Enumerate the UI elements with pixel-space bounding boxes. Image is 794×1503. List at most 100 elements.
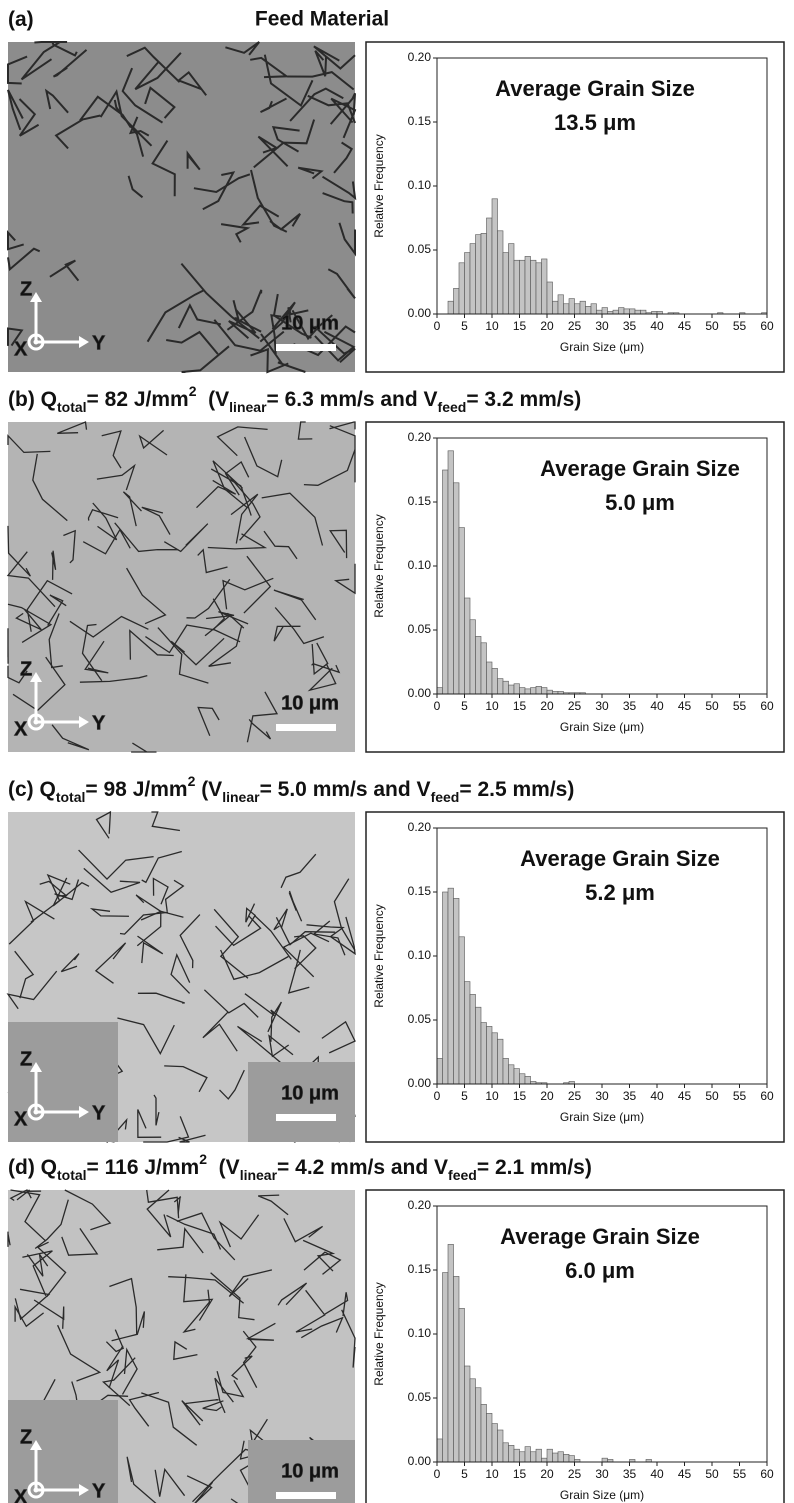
axis-arrow <box>30 672 42 682</box>
x-tick-label: 20 <box>540 1089 554 1103</box>
grain-boundary <box>210 1272 255 1321</box>
grain-boundary <box>333 141 354 174</box>
grain-boundary <box>151 140 176 197</box>
grain-boundary <box>267 1001 282 1042</box>
bar <box>530 259 537 315</box>
panel-heading: (d) Qtotal= 116 J/mm2 (Vlinear= 4.2 mm/s… <box>8 1151 592 1183</box>
grain-boundary <box>327 268 356 300</box>
bar <box>530 687 537 695</box>
grain-boundary <box>228 1269 273 1297</box>
bar <box>447 887 454 1085</box>
x-tick-label: 10 <box>485 1467 499 1481</box>
x-tick-label: 0 <box>434 319 441 333</box>
annotation: Average Grain Size <box>500 1224 700 1249</box>
inset <box>248 1062 355 1142</box>
x-tick-label: 55 <box>733 1467 747 1481</box>
grain-boundary <box>101 430 122 469</box>
annotation-value: 5.0 μm <box>605 490 675 515</box>
grain-boundary <box>289 87 344 122</box>
grain-boundary <box>176 70 207 96</box>
grain-boundary <box>33 1299 65 1329</box>
grain-boundary <box>7 525 31 577</box>
y-axis-label: Relative Frequency <box>372 514 386 617</box>
bar <box>508 1064 515 1085</box>
grain-boundary <box>216 1371 245 1398</box>
grain-boundary <box>14 1304 44 1328</box>
grain-boundary <box>274 607 325 645</box>
bar <box>502 1442 509 1463</box>
axis-arrow <box>79 1106 89 1118</box>
grain-boundary <box>322 192 354 214</box>
bar <box>546 1448 553 1463</box>
scale-label: 10 μm <box>281 692 339 714</box>
grain-boundary <box>121 1347 138 1395</box>
grain-boundary <box>247 914 292 960</box>
y-tick-label: 0.05 <box>408 1390 432 1404</box>
grain-boundary <box>250 56 290 79</box>
grain-boundary <box>202 1400 224 1412</box>
grain-boundary <box>7 247 41 272</box>
bar <box>552 300 559 315</box>
grain-boundary <box>34 41 68 44</box>
bar <box>541 687 548 695</box>
grain-boundary <box>146 1189 180 1219</box>
bar <box>557 294 564 315</box>
grain-boundary <box>141 850 182 884</box>
grain-boundary <box>9 1189 32 1202</box>
grain-boundary <box>218 1214 260 1248</box>
bar <box>557 1451 564 1463</box>
grain-boundary <box>297 166 324 180</box>
grain-boundary <box>26 579 73 632</box>
grain-boundary <box>226 473 261 541</box>
grain-boundary <box>131 742 157 753</box>
grain-boundary <box>273 908 288 931</box>
bar <box>535 262 542 315</box>
x-tick-label: 40 <box>650 1089 664 1103</box>
x-tick-label: 0 <box>434 1089 441 1103</box>
bar <box>497 1038 504 1085</box>
grain-boundary <box>137 992 185 1004</box>
heading-part: (V <box>195 778 222 801</box>
grain-boundary <box>106 1345 124 1389</box>
bar <box>475 636 482 695</box>
bar <box>519 1073 526 1085</box>
inset <box>8 1400 118 1503</box>
x-tick-label: 20 <box>540 319 554 333</box>
x-tick-label: 55 <box>733 1089 747 1103</box>
heading-part: feed <box>431 789 460 805</box>
grain-boundary <box>208 625 243 667</box>
grain-boundary <box>275 917 336 946</box>
grain-boundary <box>177 303 222 329</box>
bar <box>486 661 493 695</box>
grain-boundary <box>138 429 168 456</box>
grain-boundary <box>47 594 67 626</box>
bar <box>447 300 454 315</box>
bar <box>436 1058 443 1085</box>
grain-boundary <box>288 890 303 922</box>
x-tick-label: 20 <box>540 1467 554 1481</box>
bar <box>524 256 531 315</box>
grain-boundary <box>226 289 263 331</box>
grain-boundary <box>134 52 182 91</box>
grain-boundary <box>261 492 324 546</box>
grain-boundary <box>228 309 257 340</box>
x-tick-label: 60 <box>760 319 774 333</box>
grain-boundary <box>307 94 356 124</box>
grain-boundary <box>338 222 356 257</box>
x-axis-label: Grain Size (μm) <box>560 340 644 354</box>
heading-part: 2 <box>199 1151 207 1167</box>
grain-boundary <box>303 449 356 486</box>
heading-part: = 98 J/mm <box>85 778 187 801</box>
grain-boundary <box>250 347 289 374</box>
bar <box>475 234 482 315</box>
grain-boundary <box>7 665 28 684</box>
grain-boundary <box>81 623 103 682</box>
x-tick-label: 10 <box>485 319 499 333</box>
grain-boundary <box>51 41 78 57</box>
grain-boundary <box>16 1189 42 1201</box>
scale-bar <box>276 724 336 731</box>
bar <box>453 288 460 315</box>
grain-boundary <box>244 993 301 1033</box>
x-tick-label: 15 <box>513 699 527 713</box>
axis-label-z: Z <box>20 278 32 300</box>
